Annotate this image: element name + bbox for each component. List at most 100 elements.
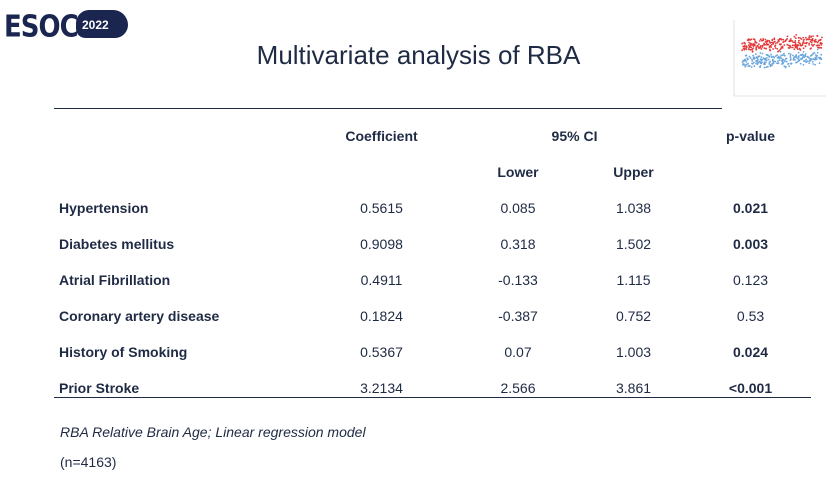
table-row: Prior Stroke 3.2134 2.566 3.861 <0.001 [54, 370, 811, 406]
thumbnail-point-red [816, 34, 819, 37]
coef-cell: 0.4911 [360, 272, 403, 288]
thumbnail-point-red [773, 40, 776, 43]
thumbnail-point-blue [799, 58, 802, 60]
thumbnail-point-blue [781, 61, 784, 64]
thumbnail-point-blue [790, 62, 793, 65]
table-row: History of Smoking 0.5367 0.07 1.003 0.0… [54, 334, 811, 370]
thumbnail-point-blue [777, 60, 779, 62]
thumbnail-point-blue [779, 50, 782, 53]
thumbnail-point-red [808, 36, 810, 39]
thumbnail-point-blue [803, 60, 805, 62]
coef-cell: 0.5615 [360, 200, 403, 216]
thumbnail-point-blue [778, 57, 780, 60]
thumbnail-point-red [786, 43, 789, 46]
thumbnail-point-red [813, 39, 816, 42]
pvalue-cell: 0.123 [732, 272, 769, 288]
thumbnail-point-blue [801, 56, 804, 59]
thumbnail-point-blue [768, 55, 771, 57]
pvalue-cell: <0.001 [728, 380, 773, 396]
subheader-row: Lower Upper [54, 154, 811, 190]
thumbnail-point-blue [808, 62, 811, 65]
thumbnail-point-blue [805, 61, 807, 63]
thumbnail-point-red [751, 48, 753, 51]
thumbnail-point-red [793, 48, 796, 51]
upper-cell: 0.752 [615, 308, 652, 324]
row-label: Diabetes mellitus [59, 236, 175, 252]
thumbnail-point-red [793, 44, 796, 47]
thumbnail-point-red [771, 39, 774, 42]
thumbnail-point-blue [767, 58, 770, 61]
thumbnail-point-blue [760, 59, 763, 62]
thumbnail-point-red [786, 35, 789, 38]
thumbnail-point-red [779, 37, 781, 40]
row-label: Atrial Fibrillation [59, 272, 171, 288]
thumbnail-point-red [802, 36, 805, 39]
thumbnail-point-blue [783, 65, 786, 67]
thumbnail-point-red [750, 43, 753, 46]
thumbnail-point-blue [789, 55, 792, 57]
regression-table: Coefficient 95% CI p-value Lower Upper H… [54, 118, 811, 406]
thumbnail-point-blue [781, 60, 784, 63]
upper-cell: 1.502 [615, 236, 652, 252]
header-coefficient: Coefficient [345, 128, 418, 144]
thumbnail-point-red [747, 48, 750, 50]
thumbnail-point-blue [765, 61, 767, 64]
thumbnail-point-red [802, 40, 805, 43]
thumbnail-point-red [799, 48, 801, 51]
thumbnail-point-red [811, 43, 813, 46]
thumbnail-point-blue [814, 54, 817, 56]
thumbnail-point-red [758, 47, 760, 49]
thumbnail-point-red [804, 42, 806, 45]
thumbnail-point-red [763, 47, 766, 50]
header-pvalue: p-value [726, 128, 776, 144]
thumbnail-point-blue [782, 58, 785, 61]
thumbnail-point-blue [777, 55, 780, 58]
thumbnail-point-blue [784, 57, 787, 60]
thumbnail-point-blue [769, 63, 772, 66]
thumbnail-point-blue [811, 60, 814, 63]
thumbnail-point-red [805, 38, 808, 41]
thumbnail-point-red [819, 46, 822, 49]
thumbnail-point-red [790, 38, 792, 40]
thumbnail-point-red [744, 42, 746, 45]
thumbnail-point-red [801, 44, 804, 46]
thumbnail-point-red [777, 39, 780, 41]
thumbnail-point-red [777, 50, 779, 53]
sample-size: (n=4163) [60, 454, 117, 470]
thumbnail-point-red [812, 45, 814, 47]
thumbnail-point-blue [744, 65, 747, 68]
thumbnail-point-red [810, 38, 812, 41]
thumbnail-point-blue [795, 56, 797, 58]
coef-cell: 3.2134 [360, 380, 403, 396]
lower-cell: -0.133 [498, 272, 538, 288]
thumbnail-point-blue [755, 62, 757, 65]
thumbnail-point-blue [797, 60, 799, 63]
coef-cell: 0.9098 [360, 236, 403, 252]
lower-cell: 2.566 [500, 380, 536, 396]
lower-cell: 0.318 [500, 236, 536, 252]
thumbnail-point-red [805, 41, 808, 44]
thumbnail-point-blue [816, 54, 818, 57]
thumbnail-point-red [820, 44, 823, 46]
thumbnail-point-red [741, 42, 744, 45]
thumbnail-point-red [781, 47, 784, 49]
thumbnail-point-red [798, 42, 801, 44]
thumbnail-point-red [794, 40, 797, 42]
thumbnail-point-blue [796, 57, 799, 60]
thumbnail-point-blue [745, 64, 747, 66]
thumbnail-point-red [803, 38, 805, 41]
subheader-upper: Upper [613, 164, 654, 180]
thumbnail-point-blue [797, 51, 800, 54]
thumbnail-point-blue [788, 52, 790, 55]
thumbnail-point-red [759, 45, 762, 47]
thumbnail-point-red [779, 48, 782, 51]
coef-cell: 0.1824 [360, 308, 403, 324]
subheader-empty [54, 154, 304, 190]
thumbnail-point-blue [748, 55, 751, 58]
thumbnail-point-blue [816, 52, 819, 54]
pvalue-cell: 0.53 [736, 308, 765, 324]
thumbnail-point-red [791, 44, 794, 47]
thumbnail-point-red [763, 42, 765, 45]
thumbnail-point-red [772, 42, 774, 45]
thumbnail-point-blue [783, 52, 785, 55]
